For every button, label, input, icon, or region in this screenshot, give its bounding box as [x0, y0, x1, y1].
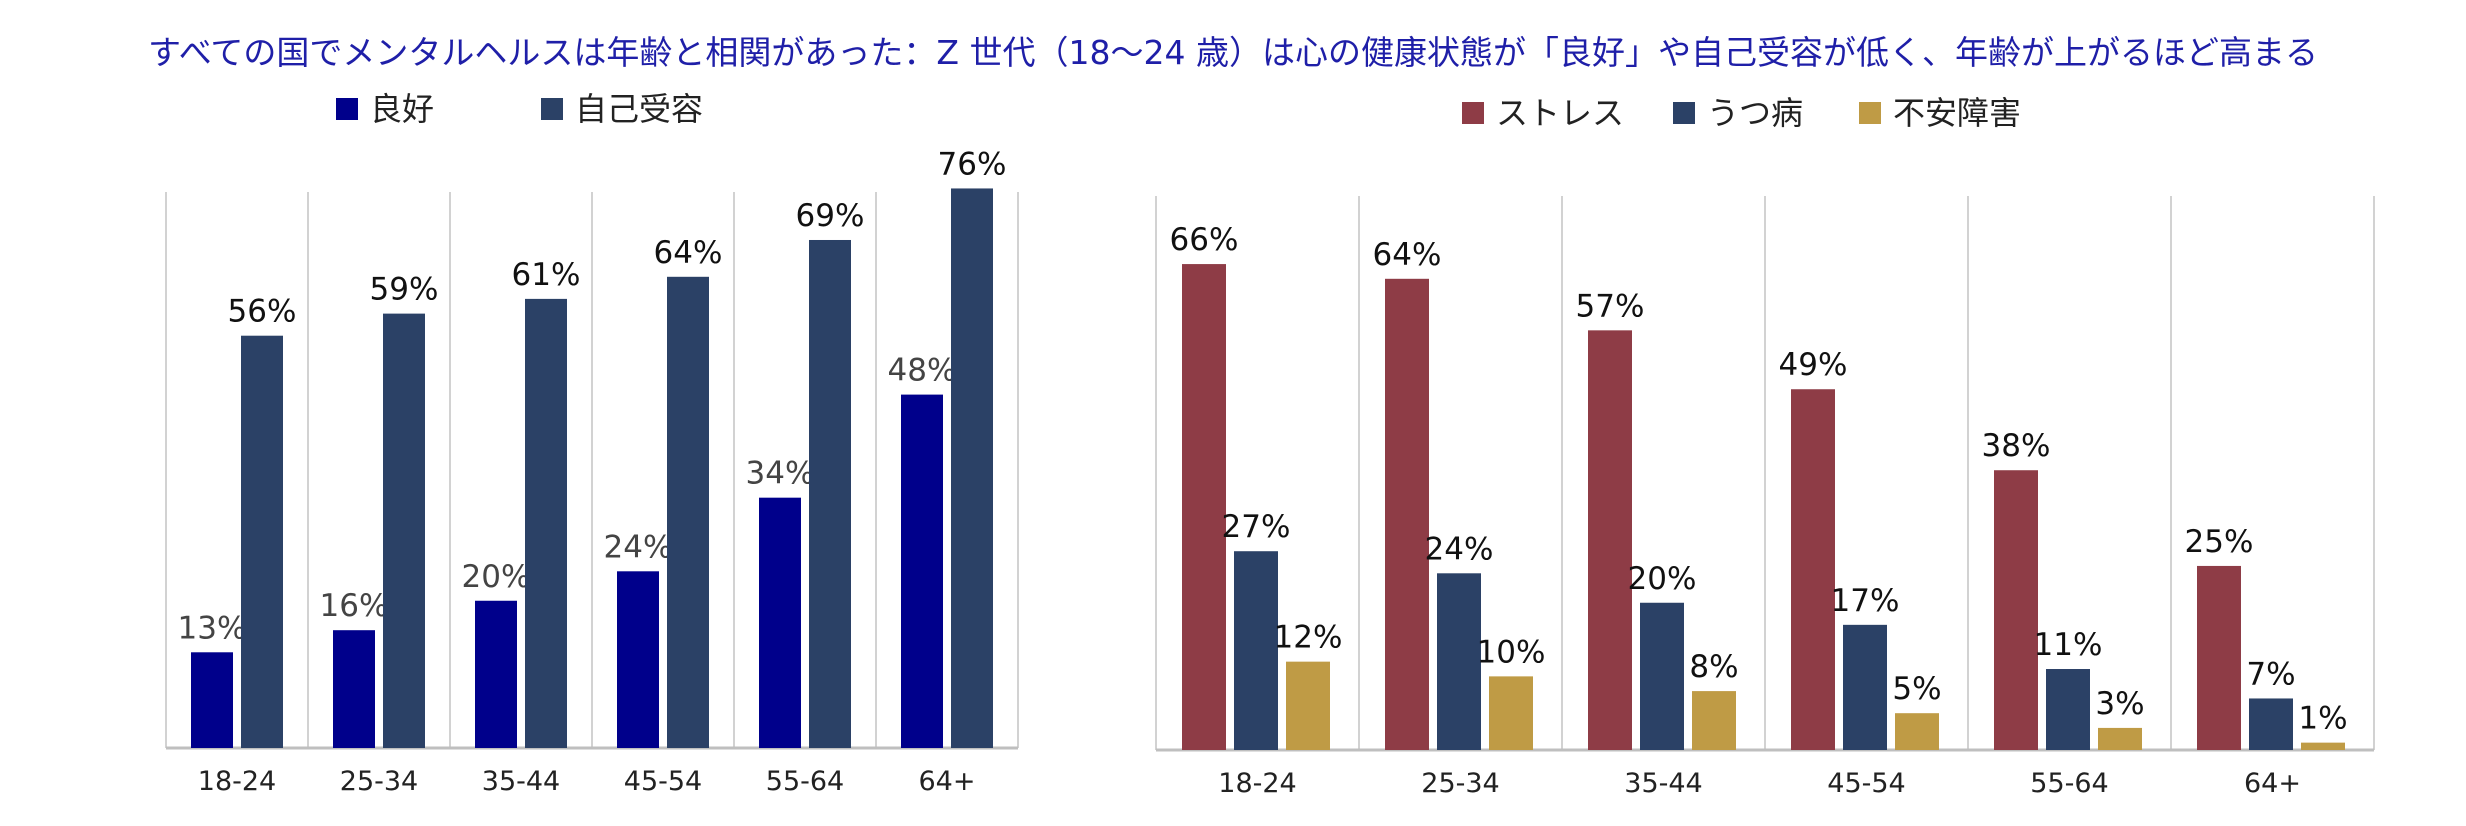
data-label: 27%: [1222, 509, 1291, 545]
x-tick-label: 55-64: [766, 766, 844, 797]
data-label: 56%: [228, 294, 297, 330]
data-label: 10%: [1477, 634, 1546, 670]
right-bar-chart: 66% 64% 57% 49% 38% 25% 27% 24% 20% 17% 11% 7% 12% 10…: [1155, 94, 2375, 799]
data-label: 25%: [2185, 524, 2254, 560]
bar-stress: [1994, 470, 2038, 750]
data-label: 3%: [2095, 686, 2144, 722]
data-label: 20%: [462, 559, 531, 595]
data-label: 12%: [1274, 620, 1343, 656]
x-tick-label: 25-34: [1421, 768, 1499, 799]
legend-label: 不安障害: [1893, 94, 2021, 132]
bar-good: [901, 394, 943, 748]
data-label: 20%: [1628, 561, 1697, 597]
legend-swatch: [1859, 102, 1881, 124]
bar-good: [759, 497, 801, 748]
bar-depression: [2249, 698, 2293, 750]
x-tick-label: 35-44: [1624, 768, 1702, 799]
legend-label: 良好: [370, 90, 434, 128]
data-label: 64%: [1373, 237, 1442, 273]
data-label: 49%: [1779, 347, 1848, 383]
legend-swatch: [541, 98, 563, 120]
data-label: 66%: [1170, 222, 1239, 258]
bar-depression: [1843, 624, 1887, 750]
x-tick-label: 45-54: [1827, 768, 1905, 799]
data-label: 24%: [1425, 531, 1494, 567]
data-label: 38%: [1982, 428, 2051, 464]
data-label: 16%: [320, 588, 389, 624]
data-label: 59%: [370, 272, 439, 308]
bar-anxiety: [2301, 742, 2345, 750]
bar-self-acceptance: [525, 298, 567, 748]
legend-label: うつ病: [1707, 94, 1803, 132]
data-label: 17%: [1831, 583, 1900, 619]
bar-stress: [2197, 565, 2241, 750]
bar-depression: [1234, 551, 1278, 750]
bar-self-acceptance: [951, 188, 993, 748]
x-tick-label: 45-54: [624, 766, 702, 797]
x-tick-label: 18-24: [198, 766, 276, 797]
bar-self-acceptance: [383, 313, 425, 748]
x-tick-label: 64+: [2244, 768, 2301, 799]
data-label: 48%: [888, 353, 957, 389]
x-tick-label: 35-44: [482, 766, 560, 797]
data-label: 11%: [2034, 627, 2103, 663]
bar-stress: [1385, 278, 1429, 750]
legend-label: 自己受容: [575, 90, 703, 128]
bar-stress: [1182, 264, 1226, 750]
bar-stress: [1791, 389, 1835, 750]
bar-anxiety: [1692, 691, 1736, 750]
bar-anxiety: [1286, 661, 1330, 750]
x-tick-label: 25-34: [340, 766, 418, 797]
bar-anxiety: [2098, 727, 2142, 750]
data-label: 61%: [512, 257, 581, 293]
legend-swatch: [1673, 102, 1695, 124]
data-label: 7%: [2246, 656, 2295, 692]
data-label: 57%: [1576, 288, 1645, 324]
data-label: 8%: [1689, 649, 1738, 685]
bar-good: [333, 630, 375, 748]
bar-depression: [2046, 669, 2090, 750]
legend-swatch: [1462, 102, 1484, 124]
bar-anxiety: [1895, 713, 1939, 750]
x-tick-label: 18-24: [1218, 768, 1296, 799]
data-label: 34%: [746, 456, 815, 492]
bar-good: [475, 600, 517, 748]
legend-swatch: [336, 98, 358, 120]
bar-anxiety: [1489, 676, 1533, 750]
x-tick-label: 55-64: [2030, 768, 2108, 799]
bar-depression: [1437, 573, 1481, 750]
data-label: 69%: [796, 198, 865, 234]
data-label: 13%: [178, 610, 247, 646]
data-label: 1%: [2298, 701, 2347, 737]
legend-label: ストレス: [1496, 94, 1624, 132]
bar-stress: [1588, 330, 1632, 750]
bar-self-acceptance: [667, 276, 709, 748]
bar-good: [617, 571, 659, 748]
bar-good: [191, 652, 233, 748]
bar-self-acceptance: [809, 239, 851, 749]
data-label: 64%: [654, 235, 723, 271]
chart-title: すべての国でメンタルヘルスは年齢と相関があった：Z 世代（18〜24 歳）は心の…: [148, 33, 2318, 72]
data-label: 24%: [604, 529, 673, 565]
x-tick-label: 64+: [919, 766, 976, 797]
left-bar-chart: 13% 16% 20% 24% 34% 48% 56% 59% 61% 64% 69% 76% 18-2…: [165, 90, 1019, 797]
data-label: 76%: [938, 146, 1007, 182]
bar-depression: [1640, 602, 1684, 750]
data-label: 5%: [1892, 671, 1941, 707]
bar-self-acceptance: [241, 335, 283, 748]
